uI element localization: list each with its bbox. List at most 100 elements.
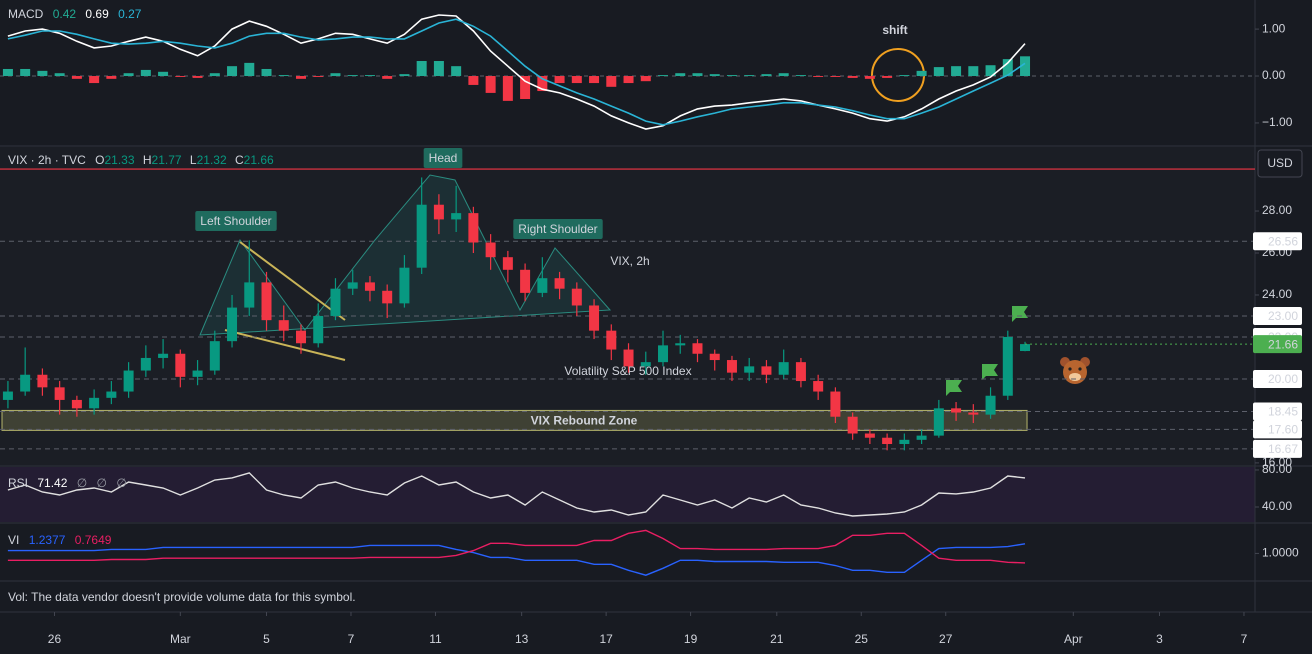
candle-body bbox=[778, 362, 789, 375]
price-label-box bbox=[1253, 420, 1302, 439]
histogram-bar bbox=[882, 76, 893, 78]
annotation-label: Left Shoulder bbox=[200, 214, 271, 228]
candle-body bbox=[330, 288, 341, 316]
candle-body bbox=[830, 391, 841, 417]
histogram-bar bbox=[399, 74, 410, 77]
histogram-bar bbox=[951, 66, 962, 77]
histogram-bar bbox=[313, 76, 324, 77]
indicator-line bbox=[7, 14, 1026, 130]
histogram-bar bbox=[175, 76, 186, 77]
indicator-line bbox=[7, 543, 1026, 576]
candle-body bbox=[864, 433, 875, 438]
histogram-bar bbox=[726, 75, 737, 77]
price-label: 26.56 bbox=[1268, 234, 1298, 248]
histogram-bar bbox=[830, 76, 841, 77]
symbol-title: VIX · 2h · TVC bbox=[8, 153, 86, 167]
indicator-value: 0.7649 bbox=[75, 533, 112, 547]
histogram-bar bbox=[554, 76, 565, 84]
price-label: 16.67 bbox=[1268, 442, 1298, 456]
candle-body bbox=[192, 370, 203, 377]
x-tick-label: 17 bbox=[599, 632, 613, 646]
histogram-bar bbox=[640, 76, 651, 82]
histogram-bar bbox=[37, 70, 48, 77]
bear-face bbox=[1063, 360, 1087, 384]
price-label-box bbox=[1253, 369, 1302, 388]
candle-body bbox=[537, 278, 548, 293]
indicator-value: 1.2377 bbox=[29, 533, 66, 547]
candle-body bbox=[54, 387, 65, 400]
histogram-bar bbox=[847, 76, 858, 78]
currency-button[interactable] bbox=[1257, 149, 1303, 178]
candle-body bbox=[847, 416, 858, 434]
histogram-bar bbox=[54, 73, 65, 77]
histogram-bar bbox=[71, 76, 82, 79]
candle-body bbox=[1020, 344, 1031, 352]
candle-body bbox=[71, 399, 82, 409]
histogram-bar bbox=[985, 65, 996, 77]
price-label-box bbox=[1253, 402, 1302, 421]
candle-body bbox=[640, 362, 651, 367]
histogram-bar bbox=[485, 76, 496, 93]
histogram-bar bbox=[658, 75, 669, 77]
candle-body bbox=[520, 269, 531, 293]
y-tick-label: −1.00 bbox=[1262, 115, 1293, 129]
histogram-bar bbox=[692, 73, 703, 77]
histogram-bar bbox=[709, 74, 720, 77]
price-label: 23.00 bbox=[1268, 309, 1298, 323]
currency-label[interactable]: USD bbox=[1267, 156, 1293, 170]
ohlc-key: C bbox=[235, 153, 244, 167]
histogram-bar bbox=[537, 76, 548, 92]
candle-body bbox=[726, 360, 737, 373]
histogram-bar bbox=[330, 73, 341, 77]
histogram-bar bbox=[813, 76, 824, 77]
y-tick-label: 0.00 bbox=[1262, 68, 1286, 82]
symbol-header: VIX · 2h · TVC O21.33 H21.77 L21.32 C21.… bbox=[8, 153, 274, 167]
candle-body bbox=[606, 330, 617, 350]
histogram-bar bbox=[20, 68, 31, 77]
y-tick-label: 24.00 bbox=[1262, 287, 1292, 301]
histogram-bar bbox=[295, 76, 306, 79]
candle-body bbox=[37, 374, 48, 388]
indicator-line bbox=[7, 18, 1026, 126]
y-tick-label: 28.00 bbox=[1262, 203, 1292, 217]
histogram-bar bbox=[933, 67, 944, 77]
x-tick-label: 26 bbox=[48, 632, 62, 646]
indicator-value: 0.27 bbox=[118, 7, 142, 21]
candle-body bbox=[209, 341, 220, 371]
annotation-box bbox=[195, 211, 277, 231]
zone bbox=[1, 409, 1028, 431]
histogram-bar bbox=[795, 75, 806, 77]
histogram-bar bbox=[209, 73, 220, 77]
candle-body bbox=[364, 282, 375, 291]
ohlc-value: 21.66 bbox=[244, 153, 274, 167]
histogram-bar bbox=[123, 73, 134, 77]
candle-body bbox=[20, 374, 31, 392]
candle-body bbox=[433, 204, 444, 220]
x-tick-label: 3 bbox=[1156, 632, 1163, 646]
candle-body bbox=[951, 408, 962, 413]
histogram-bar bbox=[520, 76, 531, 100]
head-shoulders-pattern bbox=[199, 174, 612, 336]
histogram-bar bbox=[675, 73, 686, 77]
annotation: Right Shoulder bbox=[513, 219, 603, 239]
candle-body bbox=[813, 381, 824, 392]
histogram-bar bbox=[382, 76, 393, 79]
macd-header: MACD 0.42 0.69 0.27 bbox=[8, 7, 142, 21]
ohlc-key: H bbox=[143, 153, 152, 167]
histogram-bar bbox=[451, 66, 462, 77]
placeholder: ∅ bbox=[97, 476, 107, 490]
candle-body bbox=[278, 320, 289, 331]
histogram-bar bbox=[589, 76, 600, 84]
rsi-pane bbox=[0, 467, 1255, 522]
histogram-bar bbox=[968, 66, 979, 77]
watermark: VIX, 2h bbox=[610, 254, 649, 268]
candle-body bbox=[261, 282, 272, 321]
annotation: Head bbox=[423, 148, 463, 168]
annotation-label: Head bbox=[429, 151, 458, 165]
candle-body bbox=[623, 349, 634, 367]
annotation-label: Right Shoulder bbox=[518, 222, 597, 236]
candle-body bbox=[416, 204, 427, 268]
candle-body bbox=[485, 242, 496, 258]
candle-body bbox=[502, 257, 513, 270]
indicator-value: 0.69 bbox=[85, 7, 109, 21]
